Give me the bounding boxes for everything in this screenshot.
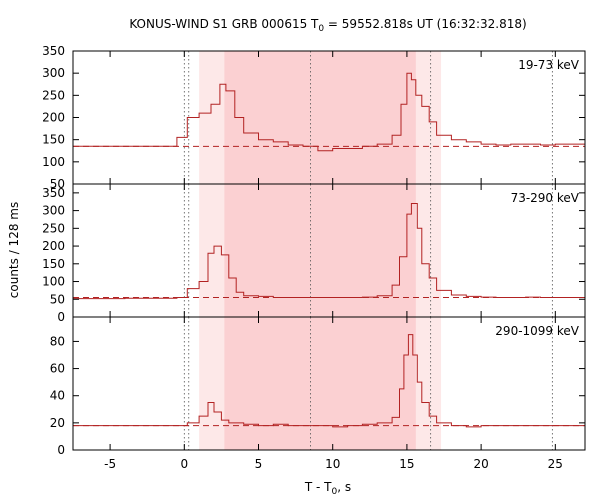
- y-tick-label: 80: [50, 334, 65, 348]
- y-tick-label: 40: [50, 389, 65, 403]
- y-tick-label: 0: [57, 443, 65, 457]
- y-tick-label: 300: [42, 66, 65, 80]
- y-tick-label: 250: [42, 88, 65, 102]
- y-tick-label: 200: [42, 111, 65, 125]
- x-tick-label: 0: [180, 457, 188, 471]
- y-tick-label: 100: [42, 275, 65, 289]
- y-tick-label: 50: [50, 177, 65, 191]
- y-tick-label: 350: [42, 186, 65, 200]
- y-tick-label: 50: [50, 292, 65, 306]
- light-curve-1: [73, 72, 585, 152]
- chart-title: KONUS-WIND S1 GRB 000615 T0 = 59552.818s…: [129, 17, 526, 34]
- y-tick-label: 0: [57, 310, 65, 324]
- series-label-2: 73-290 keV: [511, 191, 580, 205]
- panel-2: 0 50 100 150 200 250 300 350 73-290 keV: [42, 183, 586, 324]
- series-label-1: 19-73 keV: [518, 58, 580, 72]
- x-tick-label: -5: [104, 457, 116, 471]
- y-tick-label: 100: [42, 155, 65, 169]
- series-label-3: 290-1099 keV: [495, 324, 579, 338]
- y-tick-label: 300: [42, 204, 65, 218]
- panel-frame: [72, 316, 586, 451]
- x-tick-label: 15: [399, 457, 414, 471]
- y-tick-label: 150: [42, 257, 65, 271]
- shade-inner: [224, 51, 416, 184]
- x-tick-label: 5: [255, 457, 263, 471]
- panel-1: 50 100 150 200 250 300 350 19-73 keV: [42, 44, 586, 191]
- x-tick-label: 10: [325, 457, 340, 471]
- y-tick-label: 200: [42, 239, 65, 253]
- y-axis-label: counts / 128 ms: [7, 202, 21, 298]
- light-curve-3: [73, 334, 585, 428]
- y-tick-label: 250: [42, 221, 65, 235]
- y-tick-label: 60: [50, 362, 65, 376]
- light-curve-2: [73, 203, 585, 300]
- x-axis-label: T - T0, s: [304, 480, 351, 497]
- y-tick-label: 150: [42, 133, 65, 147]
- x-tick-label: 20: [473, 457, 488, 471]
- y-tick-label: 20: [50, 416, 65, 430]
- shade-inner: [224, 184, 416, 317]
- y-tick-label: 350: [42, 44, 65, 58]
- x-tick-label: 25: [548, 457, 563, 471]
- shade-inner: [224, 317, 416, 450]
- panel-3: 0 20 40 60 80 -5 0 5 10 15 20 25 290-1099 keV: [50, 316, 586, 471]
